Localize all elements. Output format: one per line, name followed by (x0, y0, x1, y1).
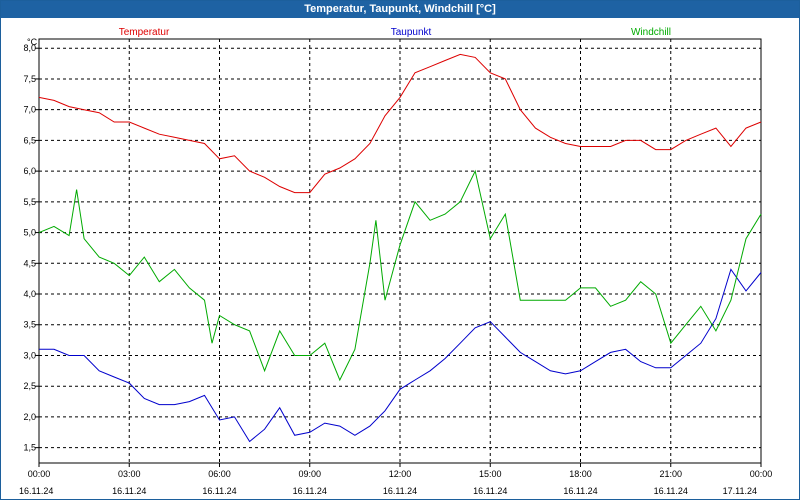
x-tick-date-label: 16.11.24 (654, 486, 688, 496)
y-tick-label: 6,0 (23, 166, 36, 176)
y-tick-label: 5,0 (23, 228, 36, 238)
y-tick-label: 7,0 (23, 105, 36, 115)
x-tick-time-label: 12:00 (389, 469, 412, 479)
y-tick-label: 6,5 (23, 135, 36, 145)
x-tick-time-label: 00:00 (750, 469, 773, 479)
x-tick-time-label: 09:00 (298, 469, 321, 479)
x-tick-time-label: 06:00 (208, 469, 231, 479)
x-tick-time-label: 18:00 (569, 469, 592, 479)
y-tick-label: 2,0 (23, 412, 36, 422)
x-tick-date-label: 16.11.24 (202, 486, 236, 496)
window-title: Temperatur, Taupunkt, Windchill [°C] (1, 1, 799, 18)
y-tick-label: 7,5 (23, 74, 36, 84)
y-tick-label: 8,0 (23, 43, 36, 53)
series-line-taupunkt (39, 268, 762, 443)
legend-entry-taupunkt: Taupunkt (391, 27, 432, 38)
x-tick-date-label: 16.11.24 (293, 486, 327, 496)
y-axis-label: °C (27, 37, 38, 47)
x-tick-time-label: 00:00 (28, 469, 51, 479)
series-line-windchill (38, 169, 762, 382)
y-tick-label: 3,5 (23, 320, 36, 330)
y-tick-label: 3,0 (23, 350, 36, 360)
x-tick-time-label: 03:00 (118, 469, 141, 479)
y-tick-label: 1,5 (23, 443, 36, 453)
x-tick-date-label: 17.11.24 (723, 486, 757, 496)
legend-entry-temperatur: Temperatur (119, 27, 170, 38)
x-tick-date-label: 16.11.24 (19, 486, 53, 496)
y-tick-label: 4,5 (23, 258, 36, 268)
x-tick-date-label: 16.11.24 (473, 486, 507, 496)
x-tick-date-label: 16.11.24 (112, 486, 146, 496)
y-tick-label: 4,0 (23, 289, 36, 299)
x-tick-time-label: 21:00 (659, 469, 682, 479)
y-tick-label: 5,5 (23, 197, 36, 207)
y-tick-label: 2,5 (23, 381, 36, 391)
x-tick-date-label: 16.11.24 (563, 486, 597, 496)
series-line-temperatur (38, 53, 762, 194)
x-tick-time-label: 15:00 (479, 469, 502, 479)
legend-entry-windchill: Windchill (631, 27, 671, 38)
x-tick-date-label: 16.11.24 (383, 486, 417, 496)
